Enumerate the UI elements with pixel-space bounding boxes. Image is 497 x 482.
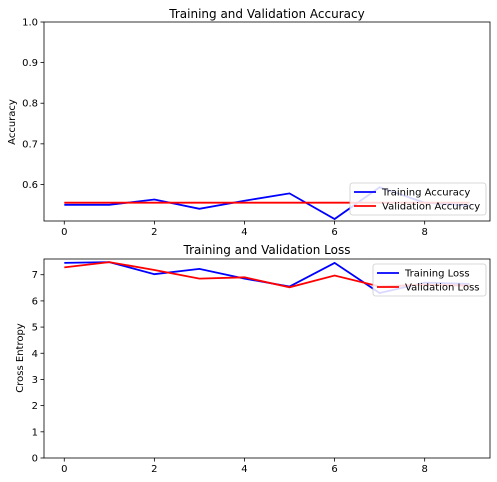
validation-accuracy-legend-label: Validation Accuracy bbox=[382, 202, 480, 213]
accuracy-legend-box bbox=[349, 182, 487, 216]
loss-ytick-label: 4 bbox=[32, 349, 38, 360]
loss-xtick-label: 6 bbox=[331, 464, 337, 475]
loss-ytick-label: 3 bbox=[32, 375, 38, 386]
accuracy-xtick-label: 4 bbox=[241, 227, 247, 238]
accuracy-xtick-label: 8 bbox=[421, 227, 427, 238]
accuracy-xtick-label: 0 bbox=[61, 227, 67, 238]
loss-ytick-label: 7 bbox=[32, 270, 38, 281]
accuracy-ytick-label: 0.6 bbox=[22, 180, 38, 191]
validation-loss-legend-label: Validation Loss bbox=[405, 283, 480, 294]
accuracy-ticks: 0 2 4 6 8 0.6 0.7 0.8 0.9 1.0 bbox=[22, 18, 428, 239]
loss-legend-box bbox=[372, 263, 487, 297]
loss-xtick-label: 8 bbox=[421, 464, 427, 475]
accuracy-ytick-label: 0.7 bbox=[22, 139, 38, 150]
accuracy-legend: Training Accuracy Validation Accuracy bbox=[349, 182, 487, 216]
loss-subplot: Training and Validation Loss Cross Entro… bbox=[15, 243, 491, 475]
loss-xtick-label: 2 bbox=[151, 464, 157, 475]
training-loss-legend-label: Training Loss bbox=[404, 269, 470, 280]
loss-legend: Training Loss Validation Loss bbox=[372, 263, 487, 297]
loss-ytick-label: 5 bbox=[32, 323, 38, 334]
loss-ytick-label: 1 bbox=[32, 427, 38, 438]
accuracy-title: Training and Validation Accuracy bbox=[168, 7, 364, 21]
loss-title: Training and Validation Loss bbox=[183, 243, 351, 257]
loss-ytick-label: 6 bbox=[32, 296, 38, 307]
loss-ytick-label: 2 bbox=[32, 401, 38, 412]
accuracy-axes-frame bbox=[43, 21, 491, 222]
loss-ylabel: Cross Entropy bbox=[15, 323, 26, 393]
accuracy-ytick-label: 0.8 bbox=[22, 99, 38, 110]
accuracy-xtick-label: 2 bbox=[151, 227, 157, 238]
loss-ytick-label: 0 bbox=[32, 454, 38, 465]
loss-xtick-label: 0 bbox=[61, 464, 67, 475]
accuracy-subplot: Training and Validation Accuracy Accurac… bbox=[7, 7, 491, 239]
accuracy-ytick-label: 1.0 bbox=[22, 18, 38, 29]
loss-axes-frame bbox=[43, 258, 491, 459]
training-accuracy-legend-label: Training Accuracy bbox=[381, 188, 470, 199]
loss-ticks: 0 2 4 6 8 0 1 2 3 4 5 6 7 bbox=[32, 270, 428, 475]
accuracy-ytick-label: 0.9 bbox=[22, 58, 38, 69]
accuracy-xtick-label: 6 bbox=[331, 227, 337, 238]
loss-xtick-label: 4 bbox=[241, 464, 247, 475]
accuracy-ylabel: Accuracy bbox=[7, 99, 18, 145]
